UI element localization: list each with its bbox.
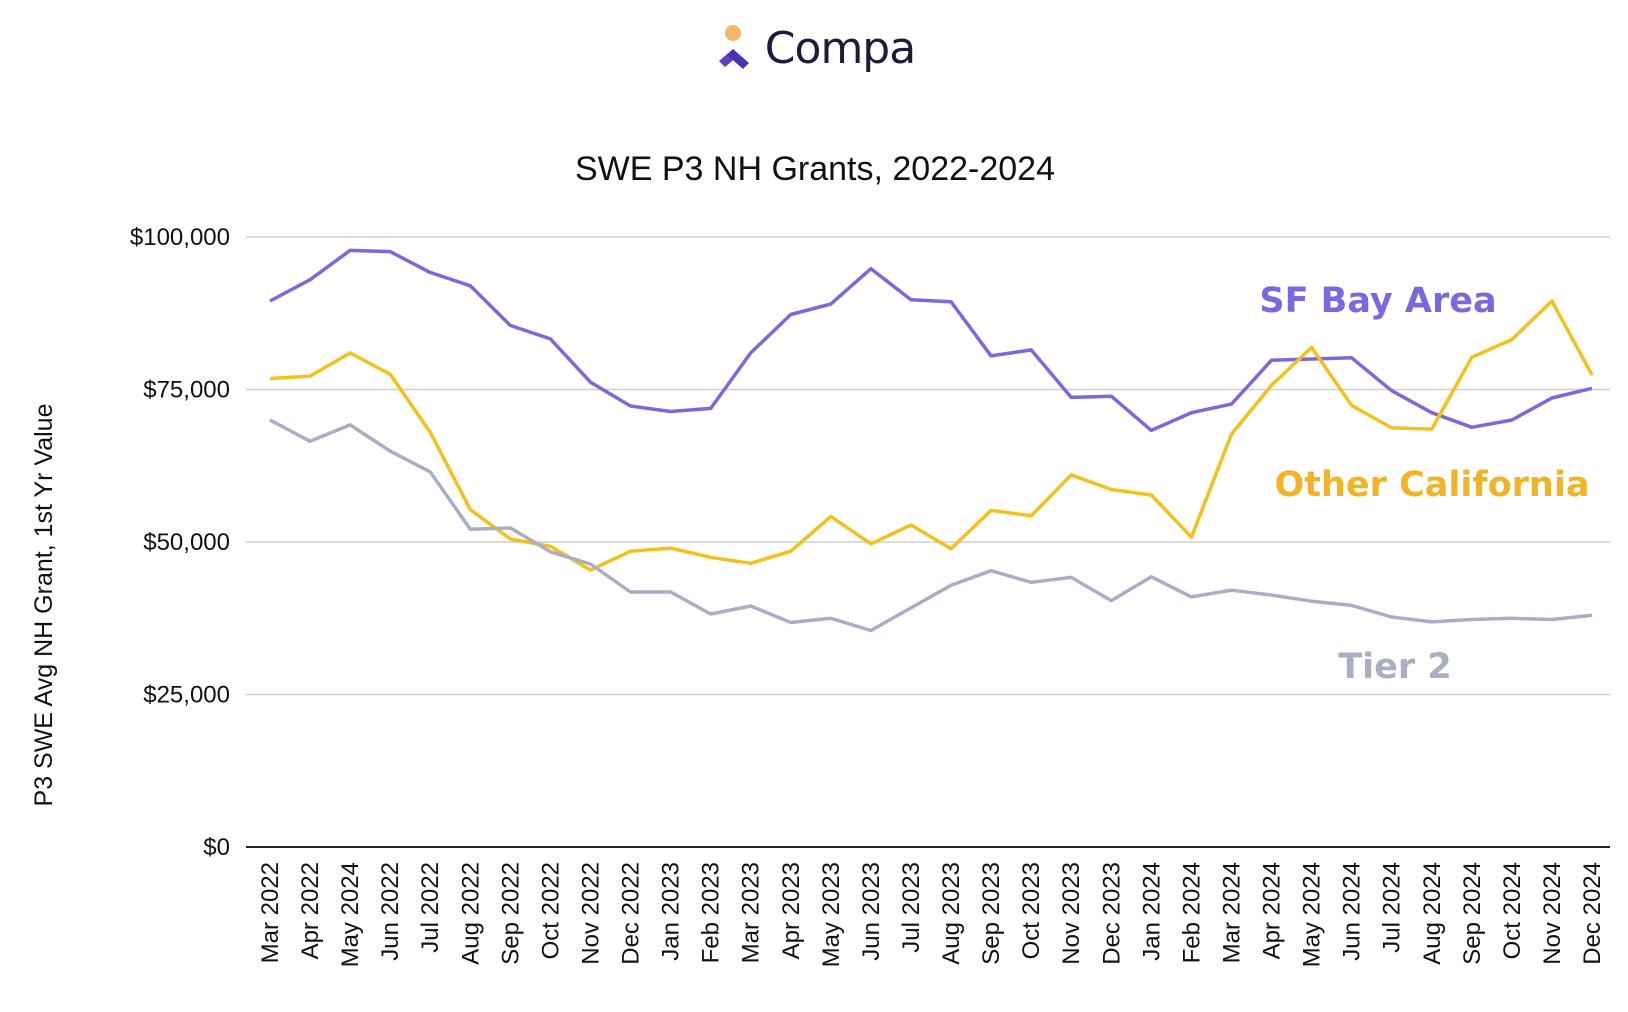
x-tick-label: Jan 2023: [658, 862, 685, 961]
gridlines: [246, 236, 1610, 848]
series-line-sf-bay-area: [269, 248, 1593, 433]
series-line-other-california: [269, 299, 1594, 572]
x-tick-label: May 2023: [818, 862, 845, 967]
y-axis-label: P3 SWE Avg NH Grant, 1st Yr Value: [30, 404, 58, 807]
x-tick-label: Nov 2024: [1539, 862, 1566, 965]
x-tick-label: Jul 2022: [417, 862, 444, 953]
series-label-other-california: Other California: [1275, 465, 1590, 505]
series-label-tier-2: Tier 2: [1338, 647, 1451, 687]
x-tick-label: Feb 2024: [1178, 862, 1205, 963]
x-tick-label: Aug 2023: [938, 862, 965, 965]
x-tick-label: Dec 2023: [1098, 862, 1125, 965]
x-tick-label: Dec 2024: [1579, 862, 1606, 965]
brand-name: Compa: [764, 22, 916, 74]
y-tick-label: $75,000: [143, 377, 230, 404]
x-tick-label: Jun 2023: [858, 862, 885, 961]
x-tick-label: Mar 2024: [1218, 862, 1245, 963]
x-tick-label: Nov 2023: [1058, 862, 1085, 965]
chart-title: SWE P3 NH Grants, 2022-2024: [575, 150, 1055, 188]
x-tick-label: Sep 2024: [1459, 862, 1486, 965]
x-tick-label: Oct 2024: [1499, 862, 1526, 959]
x-tick-label: May 2024: [337, 862, 364, 967]
x-tick-label: Mar 2023: [738, 862, 765, 963]
x-tick-label: Dec 2022: [618, 862, 645, 965]
y-tick-label: $0: [203, 834, 230, 861]
x-tick-label: Sep 2022: [497, 862, 524, 965]
x-tick-label: Jun 2022: [377, 862, 404, 961]
x-tick-label: Mar 2022: [257, 862, 284, 963]
compa-logo-icon: [718, 25, 749, 69]
x-tick-label: Nov 2022: [577, 862, 604, 965]
series-line-tier-2: [269, 418, 1593, 633]
x-tick-label: Feb 2023: [698, 862, 725, 963]
y-tick-label: $25,000: [143, 682, 230, 709]
x-tick-label: Apr 2024: [1259, 862, 1286, 959]
x-tick-label: Apr 2022: [297, 862, 324, 959]
x-tick-label: Aug 2022: [457, 862, 484, 965]
x-tick-label: Jul 2024: [1379, 862, 1406, 953]
y-tick-label: $50,000: [143, 529, 230, 556]
y-tick-label: $100,000: [130, 224, 230, 251]
series-lines: [269, 248, 1594, 633]
x-axis-ticks: Mar 2022 Apr 2022 May 2024 Jun 2022 Jul 2022…: [257, 862, 1606, 967]
x-tick-label: Jul 2023: [898, 862, 925, 953]
x-tick-label: May 2024: [1299, 862, 1326, 967]
x-tick-label: Apr 2023: [778, 862, 805, 959]
x-tick-label: Aug 2024: [1419, 862, 1446, 965]
y-axis-ticks: $0 $25,000 $50,000 $75,000 $100,000: [130, 224, 230, 861]
x-tick-label: Oct 2022: [537, 862, 564, 959]
brand-header: Compa: [0, 18, 1628, 78]
x-tick-label: Sep 2023: [978, 862, 1005, 965]
x-tick-label: Jan 2024: [1138, 862, 1165, 961]
x-tick-label: Oct 2023: [1018, 862, 1045, 959]
x-tick-label: Jun 2024: [1339, 862, 1366, 961]
series-label-sf-bay-area: SF Bay Area: [1259, 281, 1496, 321]
